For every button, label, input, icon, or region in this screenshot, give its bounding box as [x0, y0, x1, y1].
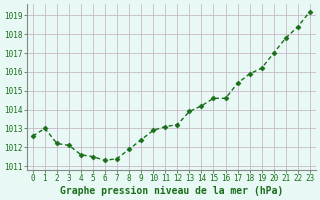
X-axis label: Graphe pression niveau de la mer (hPa): Graphe pression niveau de la mer (hPa) — [60, 186, 283, 196]
